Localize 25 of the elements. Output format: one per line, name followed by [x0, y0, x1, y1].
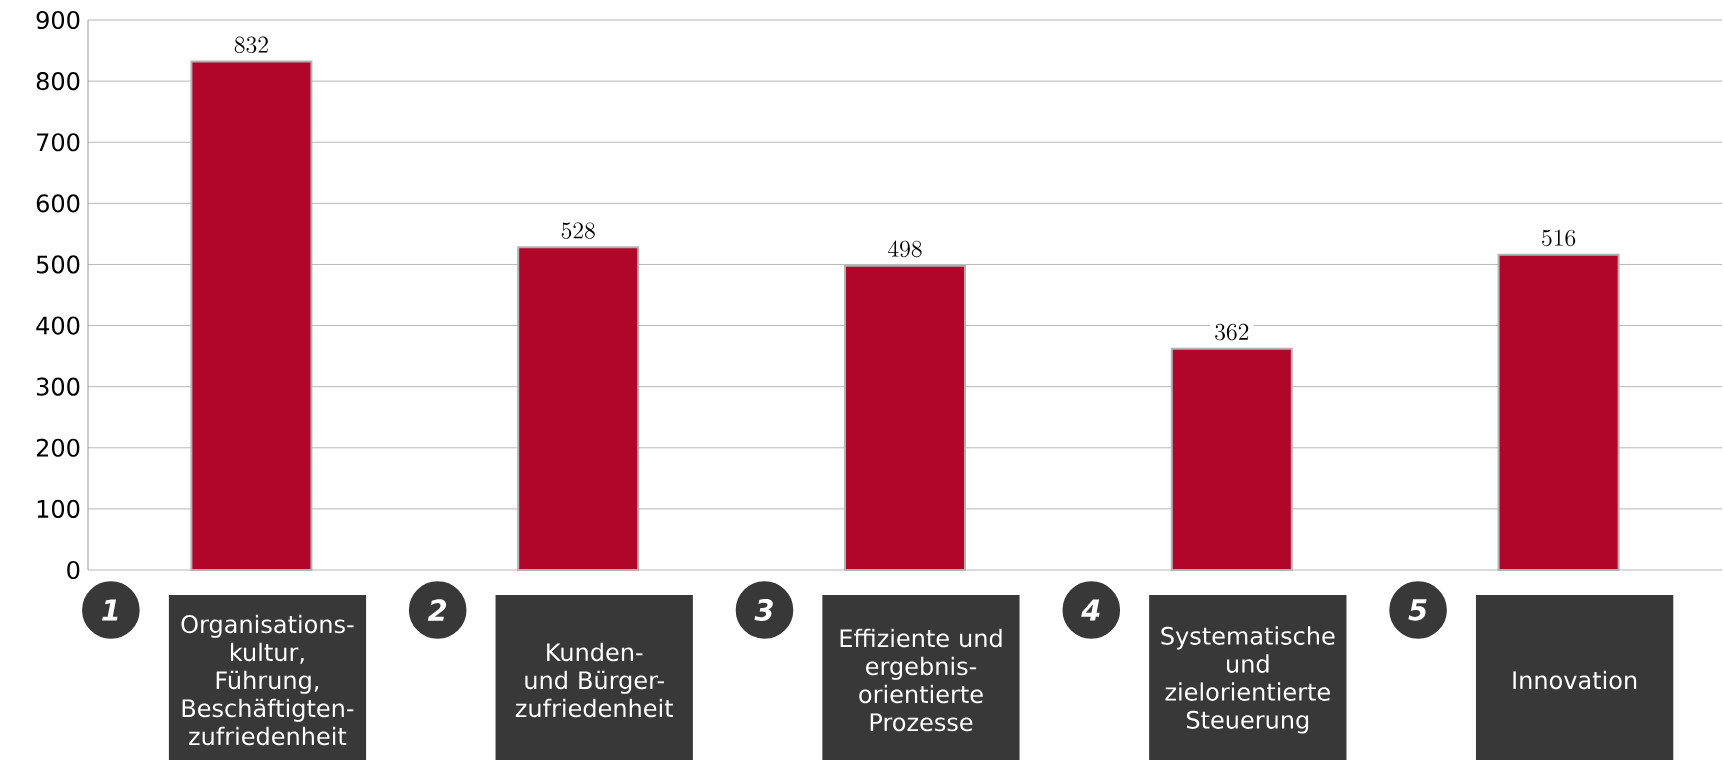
data-label: 528 [561, 222, 595, 239]
text: 1 [102, 599, 118, 621]
y-tick-label: 900 [36, 10, 80, 30]
y-tick-label: 200 [36, 438, 80, 457]
y-tick-label: 300 [36, 377, 80, 396]
x-tick-label: Organisations-kultur, Führung, Beschäftigten-zufriedenheit [181, 614, 354, 746]
data-label: 498 [888, 240, 922, 258]
y-tick-label: 700 [37, 133, 80, 152]
x-tick-label: Systematische und zielorientierte Steuerung [1161, 626, 1335, 734]
y-tick-label: 600 [36, 194, 80, 213]
x-tick-label: Kunden- und Bürger-zufriedenheit [515, 642, 674, 718]
data-label: 362 [1215, 323, 1249, 341]
text: 5 [1408, 599, 1427, 621]
x-tick-label: Innovation [1513, 670, 1637, 690]
x-tick-label: Effiziente und ergebnis-orientierte Prozesse [840, 628, 1002, 732]
text: 2 [427, 599, 447, 621]
data-label: 516 [1542, 229, 1576, 247]
y-tick-label: 0 [67, 560, 80, 580]
text: 4 [1081, 599, 1100, 621]
y-tick-label: 400 [36, 316, 80, 335]
y-tick-label: 800 [36, 72, 80, 91]
y-tick-label: 100 [37, 499, 80, 518]
data-label: 832 [234, 36, 268, 54]
y-tick-label: 500 [36, 255, 80, 274]
text: 3 [754, 599, 773, 621]
